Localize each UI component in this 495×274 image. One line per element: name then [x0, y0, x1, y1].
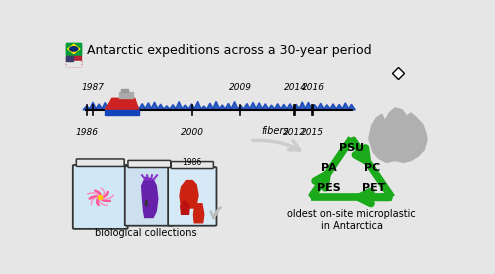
Polygon shape	[255, 103, 263, 110]
FancyBboxPatch shape	[125, 166, 174, 226]
Polygon shape	[342, 103, 349, 110]
Polygon shape	[336, 104, 343, 110]
Polygon shape	[68, 44, 80, 53]
Bar	[66, 43, 81, 55]
Polygon shape	[89, 102, 97, 110]
Polygon shape	[292, 104, 300, 110]
Polygon shape	[243, 104, 250, 110]
Bar	[119, 92, 133, 98]
Polygon shape	[249, 102, 257, 110]
Bar	[121, 89, 128, 92]
Polygon shape	[105, 98, 139, 110]
Polygon shape	[169, 105, 177, 110]
Text: PSU: PSU	[339, 143, 364, 153]
Polygon shape	[180, 181, 198, 208]
Polygon shape	[181, 201, 189, 214]
Polygon shape	[261, 104, 269, 110]
Text: PET: PET	[362, 183, 386, 193]
Polygon shape	[347, 104, 355, 110]
Polygon shape	[150, 102, 158, 110]
Polygon shape	[132, 105, 140, 110]
Polygon shape	[175, 101, 183, 110]
Bar	[66, 62, 81, 63]
Polygon shape	[317, 103, 325, 110]
Text: 2015: 2015	[301, 128, 324, 137]
Polygon shape	[120, 104, 128, 110]
Polygon shape	[304, 102, 312, 110]
Text: Antarctic expeditions across a 30-year period: Antarctic expeditions across a 30-year p…	[87, 44, 371, 57]
Polygon shape	[298, 102, 306, 110]
Text: PES: PES	[317, 183, 341, 193]
FancyBboxPatch shape	[73, 165, 128, 229]
Bar	[66, 43, 81, 49]
Text: oldest on-site microplastic
in Antarctica: oldest on-site microplastic in Antarctic…	[287, 209, 416, 231]
Text: 2016: 2016	[301, 83, 325, 92]
FancyBboxPatch shape	[128, 160, 171, 167]
Polygon shape	[231, 101, 239, 110]
Polygon shape	[107, 101, 115, 110]
Text: 1986: 1986	[75, 128, 99, 137]
Polygon shape	[268, 105, 275, 110]
Bar	[66, 56, 73, 61]
Text: PA: PA	[321, 163, 337, 173]
FancyBboxPatch shape	[168, 167, 216, 226]
Text: 1987: 1987	[82, 83, 105, 92]
Polygon shape	[225, 103, 232, 110]
Polygon shape	[212, 101, 220, 110]
Bar	[66, 56, 81, 65]
Polygon shape	[188, 104, 196, 110]
Polygon shape	[206, 103, 214, 110]
Polygon shape	[139, 104, 146, 110]
FancyBboxPatch shape	[76, 159, 124, 166]
Polygon shape	[126, 106, 134, 110]
FancyBboxPatch shape	[171, 162, 213, 169]
Polygon shape	[145, 103, 152, 110]
Polygon shape	[163, 106, 171, 110]
Text: 2009: 2009	[229, 83, 252, 92]
Polygon shape	[280, 104, 288, 110]
Bar	[66, 49, 81, 55]
Polygon shape	[200, 106, 207, 110]
Polygon shape	[311, 104, 318, 110]
Polygon shape	[182, 105, 189, 110]
Polygon shape	[101, 102, 109, 110]
Text: biological collections: biological collections	[95, 227, 197, 238]
Polygon shape	[237, 105, 245, 110]
Polygon shape	[274, 104, 282, 110]
Text: PC: PC	[364, 163, 381, 173]
Polygon shape	[369, 108, 427, 162]
Polygon shape	[114, 103, 121, 110]
Polygon shape	[194, 204, 204, 223]
Text: 1986: 1986	[183, 158, 202, 167]
Polygon shape	[323, 105, 331, 110]
Polygon shape	[83, 106, 91, 110]
Polygon shape	[194, 101, 201, 110]
Polygon shape	[286, 104, 294, 110]
Polygon shape	[218, 105, 226, 110]
Text: fibers: fibers	[261, 126, 289, 136]
Text: 2012: 2012	[283, 128, 306, 137]
Polygon shape	[157, 104, 164, 110]
Bar	[105, 110, 139, 115]
Polygon shape	[329, 104, 337, 110]
Text: 2014: 2014	[284, 83, 306, 92]
Text: 2000: 2000	[181, 128, 204, 137]
Circle shape	[70, 47, 78, 51]
Polygon shape	[95, 104, 103, 110]
Polygon shape	[142, 177, 158, 218]
